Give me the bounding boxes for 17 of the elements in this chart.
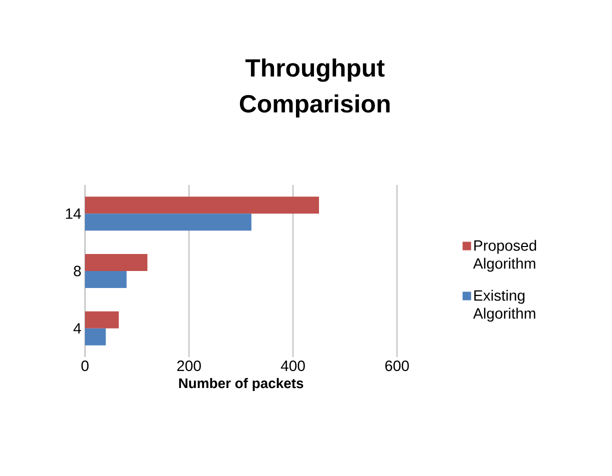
chart-title: Throughput Comparision [240,58,390,118]
bar [85,311,119,328]
bar [85,328,106,346]
bar [85,254,148,272]
x-tick-label: 400 [280,360,305,372]
y-tick-label: 14 [66,208,82,219]
bar [85,214,252,231]
legend-label: Existing Algorithm [473,290,536,322]
bar [85,196,319,214]
y-tick-label: 8 [74,266,81,276]
y-tick-label: 4 [74,323,82,334]
x-tick-label: 600 [385,360,409,372]
x-tick-label: 0 [81,360,89,372]
bar [85,271,127,288]
legend-label: Proposed Algorithm [473,240,536,272]
x-tick-label: 200 [177,360,201,372]
x-axis-title: Number of packets [179,378,304,391]
